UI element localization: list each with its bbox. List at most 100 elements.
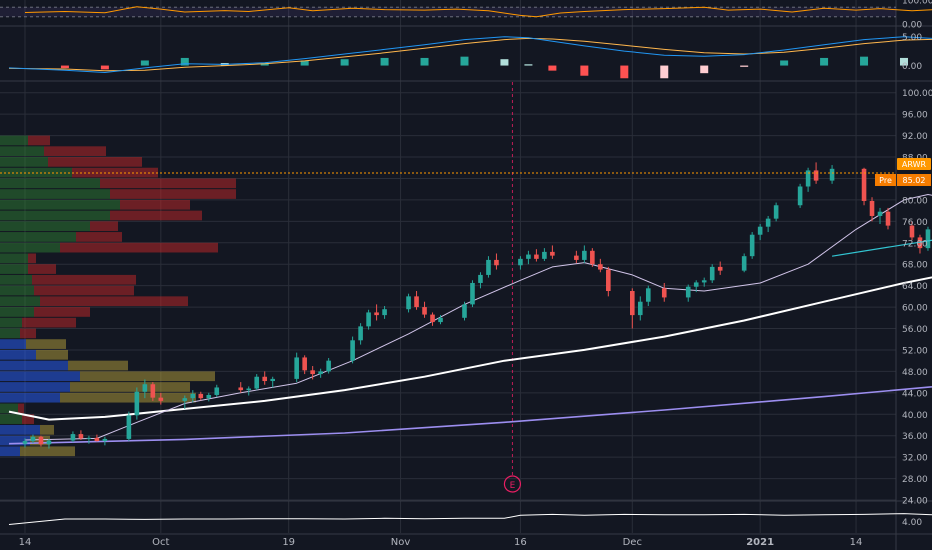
candle <box>773 205 779 219</box>
macd-line <box>8 36 932 73</box>
volume-profile-down-bar <box>90 221 118 232</box>
macd-histogram-bar <box>899 57 908 66</box>
x-tick-label: 2021 <box>746 537 774 548</box>
volume-profile-up-bar <box>0 157 48 167</box>
candle <box>494 259 499 266</box>
volume-profile-up-bar <box>0 146 44 157</box>
candle <box>709 266 715 281</box>
macd-histogram-bar <box>300 60 309 66</box>
macd-histogram-bar <box>740 65 749 67</box>
volume-profile-down-bar <box>60 392 196 403</box>
volume-profile-up-bar <box>0 317 22 328</box>
candle <box>637 301 643 316</box>
volume-profile-up-bar <box>0 199 120 210</box>
premarket-label: Pre <box>879 176 892 185</box>
candle <box>645 288 651 302</box>
volume-profile-up-bar <box>0 360 68 371</box>
volume-profile-down-bar <box>28 253 36 264</box>
macd-histogram-bar <box>780 60 789 66</box>
volume-profile-down-bar <box>34 285 134 296</box>
candle <box>38 436 44 445</box>
volume-profile-down-bar <box>68 360 128 371</box>
candle <box>206 394 212 399</box>
y-tick-label: 72.00 <box>902 239 928 249</box>
candle <box>438 317 443 323</box>
volume-profile-down-bar <box>20 446 75 457</box>
x-tick-label: Nov <box>391 537 411 548</box>
x-tick-label: 16 <box>514 537 527 548</box>
macd-histogram-bar <box>660 65 669 79</box>
macd-histogram-bar <box>340 59 349 66</box>
volume-profile-down-bar <box>60 242 218 253</box>
y-tick-label: 0.00 <box>902 62 922 72</box>
y-tick-label: 52.00 <box>902 346 928 356</box>
y-tick-label: 60.00 <box>902 304 928 314</box>
candle <box>869 200 875 216</box>
candle <box>254 376 260 389</box>
candle <box>462 304 467 318</box>
candle <box>358 326 363 341</box>
candle <box>158 397 164 401</box>
y-tick-label: 0.00 <box>902 21 922 31</box>
candle <box>805 170 811 187</box>
x-tick-label: Oct <box>152 537 169 548</box>
volume-profile-up-bar <box>0 285 34 296</box>
candle <box>813 170 819 181</box>
candle <box>70 434 76 441</box>
candle <box>590 250 595 265</box>
candle <box>885 211 891 226</box>
macd-histogram-bar <box>524 64 533 66</box>
candle <box>126 415 132 439</box>
candle <box>414 296 419 308</box>
candle <box>629 291 635 316</box>
candle <box>470 282 475 305</box>
volume-profile-down-bar <box>70 382 190 392</box>
volume-profile-down-bar <box>100 178 236 189</box>
candle <box>606 269 611 291</box>
volume-profile-up-bar <box>0 414 22 424</box>
y-tick-label: 48.00 <box>902 368 928 378</box>
volume-profile-down-bar <box>22 414 34 424</box>
macd-histogram-bar <box>140 60 149 66</box>
candle <box>717 266 723 271</box>
bottom-indicator-line <box>8 513 932 525</box>
candle <box>198 393 204 399</box>
volume-profile-up-bar <box>0 382 70 392</box>
candle <box>94 437 100 442</box>
volume-profile-down-bar <box>28 264 56 274</box>
candle <box>701 280 707 283</box>
volume-profile-down-bar <box>40 296 188 307</box>
volume-profile-up-bar <box>0 371 80 382</box>
candle <box>478 274 483 283</box>
macd-histogram-bar <box>620 65 629 79</box>
candle <box>574 255 579 260</box>
candle <box>925 229 931 249</box>
candle <box>350 340 355 361</box>
volume-profile-up-bar <box>0 135 28 146</box>
y-tick-label: 32.00 <box>902 454 928 464</box>
volume-profile-up-bar <box>0 253 28 264</box>
ma-fast-line <box>24 194 932 441</box>
candle <box>150 384 156 398</box>
ticker-badge <box>897 157 931 170</box>
candle <box>102 438 108 442</box>
ticker-label: ARWR <box>902 160 927 169</box>
y-tick-label: 40.00 <box>902 411 928 421</box>
y-tick-label: 92.00 <box>902 132 928 142</box>
candle <box>797 186 803 206</box>
volume-profile-down-bar <box>48 157 142 167</box>
volume-profile-up-bar <box>0 328 20 339</box>
candle <box>741 256 747 271</box>
oscillator-panes <box>0 6 932 525</box>
candle <box>246 388 252 391</box>
volume-profile-down-bar <box>72 167 158 178</box>
candle <box>693 282 699 287</box>
volume-profile-up-bar <box>0 424 40 435</box>
last-price-badge <box>897 173 931 186</box>
macd-histogram-bar <box>500 59 509 66</box>
candle <box>294 357 299 379</box>
candle <box>46 440 52 445</box>
volume-profile-down-bar <box>40 424 54 435</box>
